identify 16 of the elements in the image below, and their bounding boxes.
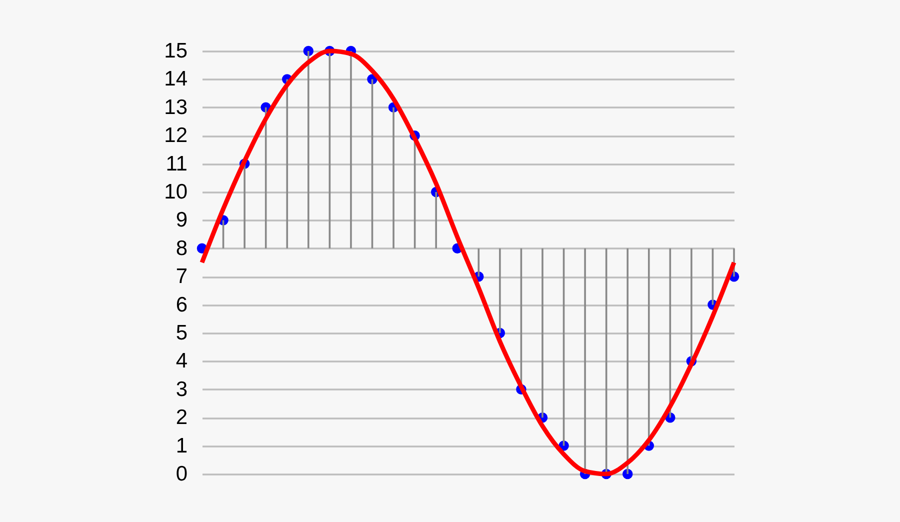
y-tick-label: 5 bbox=[176, 322, 188, 344]
y-tick-label: 11 bbox=[166, 152, 188, 176]
y-tick-label: 8 bbox=[176, 236, 188, 260]
y-tick-label: 3 bbox=[176, 378, 188, 401]
y-tick-label: 14 bbox=[164, 68, 188, 91]
y-tick-label: 1 bbox=[176, 434, 188, 458]
y-tick-label: 12 bbox=[164, 124, 188, 148]
y-tick-label: 7 bbox=[176, 265, 188, 288]
y-tick-label: 6 bbox=[176, 293, 188, 316]
y-tick-label: 2 bbox=[176, 406, 188, 430]
y-tick-label: 4 bbox=[176, 350, 188, 373]
y-tick-label: 15 bbox=[164, 40, 188, 62]
y-tick-label: 10 bbox=[164, 180, 188, 204]
y-tick-label: 9 bbox=[176, 208, 188, 232]
y-tick-label: 0 bbox=[176, 462, 188, 486]
y-tick-label: 13 bbox=[164, 96, 188, 119]
